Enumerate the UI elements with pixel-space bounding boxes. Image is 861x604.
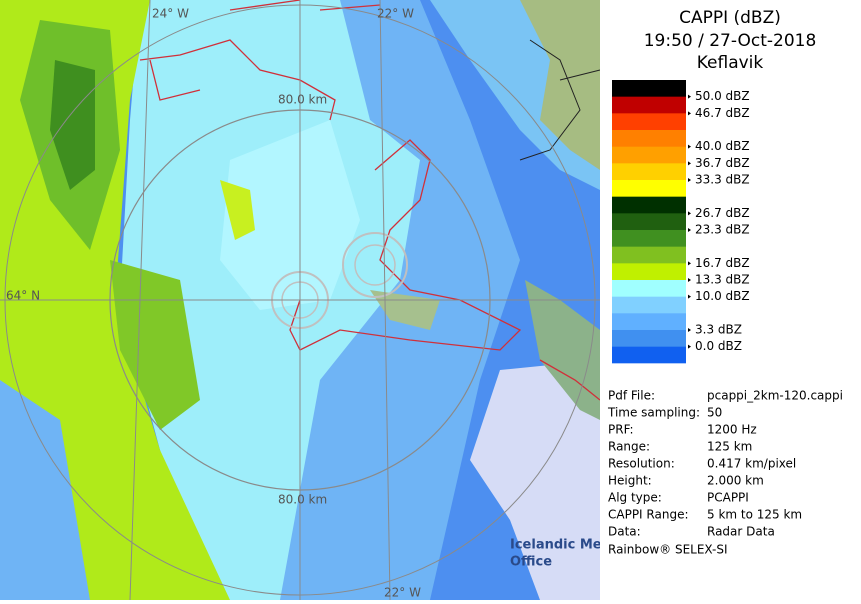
legend-label: 16.7 dBZ (695, 256, 750, 270)
watermark: Office (510, 555, 552, 570)
legend-swatch (612, 296, 686, 314)
legend-tick (688, 228, 691, 232)
station: Keflavik (697, 53, 764, 73)
legend-swatch (612, 280, 686, 298)
coastline-land (519, 39, 601, 161)
legend-swatch (612, 146, 686, 164)
legend-swatch (612, 213, 686, 231)
range-ring (354, 244, 396, 286)
info-value: PCAPPI (707, 491, 749, 505)
info-key: Range: (608, 440, 650, 454)
legend-swatch (612, 330, 686, 348)
info-value: 50 (707, 406, 722, 420)
legend-tick (688, 178, 691, 182)
info-key: Height: (608, 474, 652, 488)
legend-tick (688, 161, 691, 166)
legend-tick (688, 344, 691, 349)
legend-tick (688, 278, 691, 282)
legend-swatch (612, 196, 686, 214)
echo-green-mid (110, 260, 200, 430)
info-value: 1200 Hz (707, 423, 757, 437)
legend-swatch (612, 246, 686, 264)
watermark: Icelandic Met (510, 538, 608, 553)
info-key: CAPPI Range: (608, 508, 689, 522)
lon-label: 22° W (377, 7, 414, 21)
land-ne (520, 0, 600, 170)
ring-label: 80.0 km (278, 93, 327, 107)
legend-tick (688, 328, 691, 332)
info-value: 2.000 km (707, 474, 764, 488)
info-key: Resolution: (608, 457, 675, 471)
legend-tick (688, 211, 691, 216)
info-value: Radar Data (707, 525, 775, 539)
legend-tick (688, 111, 691, 116)
legend-swatch (612, 346, 686, 364)
datetime: 19:50 / 27-Oct-2018 (644, 31, 817, 51)
legend-tick (688, 261, 691, 266)
info-key: Pdf File: (608, 389, 655, 403)
info-table: Pdf File: pcappi_2km-120.cappi Time sampli… (607, 389, 843, 539)
legend: 50.0 dBZ 46.7 dBZ 40.0 dBZ 36.7 dBZ 33.3 dBZ… (612, 80, 750, 381)
legend-label: 3.3 dBZ (695, 323, 742, 337)
legend-swatch (612, 180, 686, 198)
echo-patch (220, 180, 255, 240)
legend-label: 13.3 dBZ (695, 273, 750, 287)
legend-label: 26.7 dBZ (695, 206, 750, 220)
legend-tick (688, 144, 691, 149)
legend-label: 10.0 dBZ (695, 289, 750, 303)
legend-label: 36.7 dBZ (695, 156, 750, 170)
echo-cyan-light (220, 120, 360, 310)
info-key: Data: (608, 525, 641, 539)
legend-swatch (612, 313, 686, 331)
legend-swatch (612, 263, 686, 281)
legend-swatch (612, 163, 686, 181)
legend-label: 33.3 dBZ (695, 173, 750, 187)
legend-tick (688, 294, 691, 299)
meridian (129, 0, 391, 601)
legend-swatch (612, 113, 686, 131)
legend-swatch (612, 130, 686, 148)
legend-label: 46.7 dBZ (695, 106, 750, 120)
legend-swatch (612, 80, 686, 98)
echo-blue-sw (0, 380, 90, 600)
legend-swatch (612, 363, 686, 381)
info-value: 125 km (707, 440, 752, 454)
radar-map: 24° W 22° W 64° N 80.0 km 80.0 km 22° W … (0, 0, 608, 601)
info-key: PRF: (608, 423, 634, 437)
legend-swatch (612, 96, 686, 114)
echo-none (470, 360, 600, 600)
info-value: 5 km to 125 km (707, 508, 802, 522)
lon-label: 22° W (384, 586, 421, 600)
legend-label: 40.0 dBZ (695, 139, 750, 153)
legend-tick (688, 94, 691, 99)
info-key: Time sampling: (607, 406, 700, 420)
info-key: Alg type: (608, 491, 662, 505)
info-value: 0.417 km/pixel (707, 457, 796, 471)
footer: Rainbow® SELEX-SI (608, 543, 728, 557)
lat-label: 64° N (6, 289, 40, 303)
ring-label: 80.0 km (278, 493, 327, 507)
title: CAPPI (dBZ) (679, 8, 781, 28)
echo-green-darker (50, 60, 95, 190)
legend-label: 50.0 dBZ (695, 89, 750, 103)
legend-label: 0.0 dBZ (695, 339, 742, 353)
legend-swatch (612, 230, 686, 248)
lon-label: 24° W (152, 7, 189, 21)
legend-label: 23.3 dBZ (695, 223, 750, 237)
range-ring (342, 232, 408, 298)
info-value: pcappi_2km-120.cappi (707, 389, 843, 403)
